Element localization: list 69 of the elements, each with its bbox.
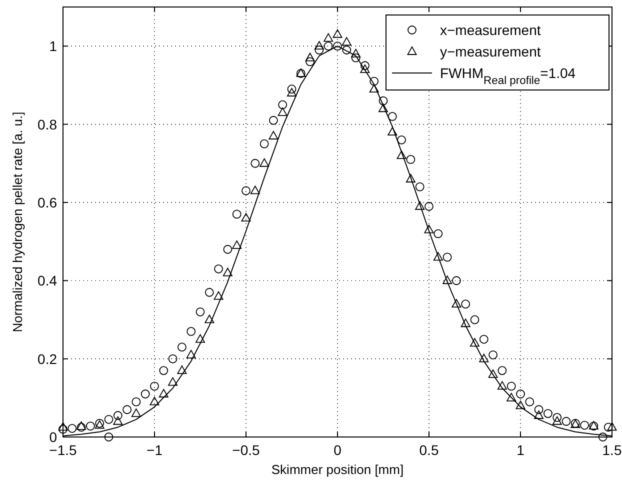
point	[287, 88, 296, 96]
point	[305, 52, 315, 62]
point	[351, 48, 361, 58]
x-tick-label: 0	[334, 442, 342, 458]
point	[214, 291, 224, 300]
point	[278, 107, 288, 116]
point	[470, 338, 480, 347]
point	[324, 33, 334, 42]
legend-label: x−measurement	[440, 22, 541, 38]
point	[314, 41, 324, 50]
point	[196, 334, 205, 343]
point	[342, 37, 352, 46]
point	[588, 421, 598, 430]
legend-label: FWHM$_{Real profile}$=1.04	[440, 65, 576, 87]
point	[131, 408, 141, 417]
x-tick-label: 0.5	[419, 442, 439, 458]
point	[570, 419, 580, 428]
point	[552, 416, 562, 425]
point	[516, 400, 526, 410]
y-tick-label: 1	[49, 38, 58, 54]
point	[388, 127, 398, 136]
point	[424, 224, 434, 234]
point	[607, 422, 617, 431]
x-tick-label: 1.5	[602, 442, 622, 458]
point	[332, 29, 342, 38]
x-axis-title: Skimmer position [mm]	[271, 462, 404, 477]
point	[58, 422, 68, 431]
point	[94, 420, 104, 429]
legend-label: y−measurement	[440, 44, 541, 60]
point	[415, 201, 425, 210]
point	[369, 84, 379, 93]
point	[204, 314, 214, 324]
point	[433, 252, 443, 261]
point	[534, 410, 544, 419]
point	[497, 381, 507, 390]
x-tick-label: −0.5	[232, 442, 260, 458]
point	[260, 158, 270, 167]
y-axis-title: Normalized hydrogen pellet rate [a. u.]	[10, 112, 25, 332]
point	[506, 392, 516, 402]
point	[442, 276, 452, 284]
point	[452, 299, 462, 308]
y-tick-label: 0.8	[38, 116, 58, 132]
x-tick-label: −1.5	[49, 442, 78, 458]
point	[296, 68, 306, 77]
point	[360, 64, 370, 73]
x-tick-label: 1	[516, 442, 525, 458]
x-tick-label: −1	[146, 442, 163, 458]
point	[406, 174, 416, 182]
point	[488, 369, 498, 378]
point	[250, 186, 260, 194]
point	[158, 388, 168, 398]
y-tick-label: 0.4	[38, 272, 58, 289]
y-tick-label: 0.6	[38, 194, 58, 210]
point	[268, 130, 278, 140]
point	[241, 213, 251, 222]
point	[460, 318, 470, 328]
point	[186, 350, 196, 358]
point	[378, 104, 388, 112]
point	[113, 416, 123, 425]
point	[168, 377, 178, 386]
point	[177, 365, 187, 374]
point	[222, 268, 232, 276]
point	[232, 240, 242, 249]
point	[150, 396, 160, 406]
point	[76, 421, 86, 430]
y-tick-label: 0	[49, 429, 58, 445]
point	[479, 354, 489, 362]
y-tick-label: 0.2	[38, 350, 58, 367]
point	[396, 150, 406, 159]
